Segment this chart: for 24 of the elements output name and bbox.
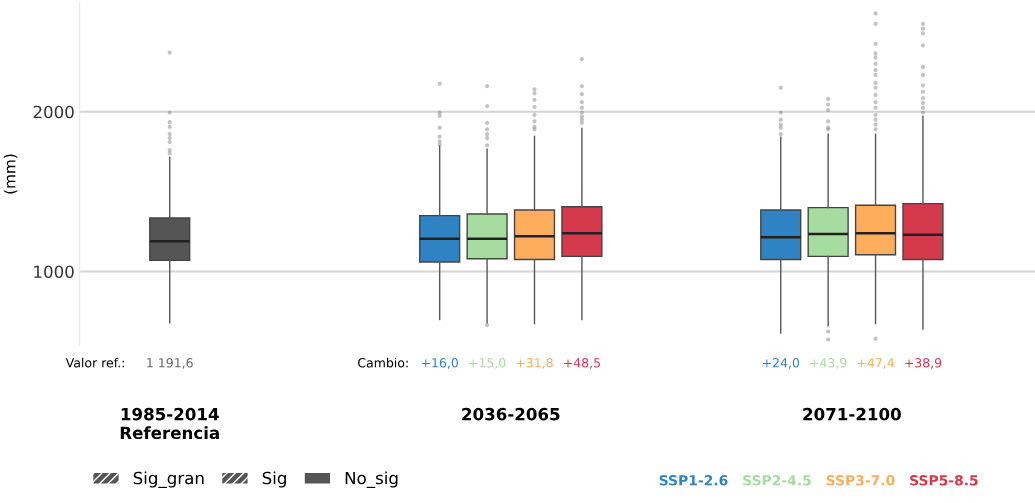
text: 1 191,6 <box>147 358 193 369</box>
text: Cambio: <box>358 357 408 368</box>
text: SSP5-8.5 <box>910 475 978 486</box>
text: SSP2-4.5 <box>743 475 811 486</box>
text: +31,8 <box>516 358 553 369</box>
text: Valor ref.: <box>65 357 124 368</box>
text: Sig <box>262 471 286 488</box>
text: No_sig <box>345 471 398 488</box>
text: +16,0 <box>421 358 458 369</box>
text: Sig_gran <box>133 471 204 488</box>
text: SSP3-7.0 <box>826 475 895 486</box>
y-axis-title: (mm) <box>3 154 18 194</box>
text: +15,0 <box>469 358 506 369</box>
text: +38,9 <box>905 358 942 369</box>
y-tick-label: 2000 <box>33 105 74 119</box>
text: +43,9 <box>810 358 847 369</box>
text: SSP1-2.6 <box>659 475 728 486</box>
text: +48,5 <box>564 358 600 369</box>
y-tick-label: 1000 <box>34 265 74 279</box>
x-tick-label: 2036-2065 <box>462 407 560 421</box>
x-tick-label: 2071-2100 <box>803 407 901 421</box>
x-tick-label: 1985-2014 Referencia <box>120 407 219 440</box>
text: +47,4 <box>857 358 895 369</box>
text: +24,0 <box>762 358 800 369</box>
